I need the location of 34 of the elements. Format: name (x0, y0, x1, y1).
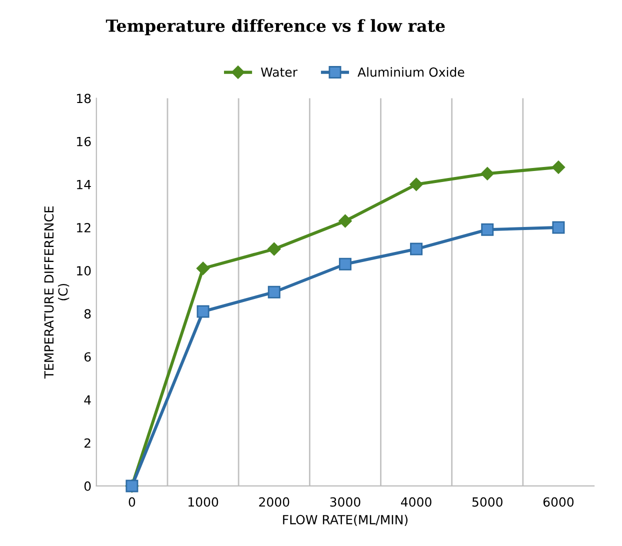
point (552, 160, 566, 174)
y-tick-label: 10 (77, 266, 91, 276)
x-axis-title: FLOW RATE(ML/MIN) (283, 514, 408, 526)
chart-title: Temperature difference vs f low rate (106, 19, 445, 36)
point (196, 262, 210, 276)
x-tick-label: 2000 (259, 497, 290, 507)
point (196, 305, 210, 318)
y-tick-label: 6 (84, 352, 91, 362)
y-tick-label: 4 (84, 395, 91, 405)
legend-label: Water (260, 68, 298, 77)
point (268, 286, 280, 298)
point (268, 242, 281, 256)
point (552, 221, 565, 234)
x-tick-label: 5000 (472, 497, 502, 507)
point (481, 223, 494, 236)
y-tick-label: 16 (77, 136, 91, 146)
y-tick-label: 14 (77, 180, 91, 190)
point (410, 178, 423, 192)
x-tick-label: 0 (128, 497, 136, 507)
y-tick-label: 8 (84, 309, 91, 319)
x-tick-label: 4000 (401, 497, 432, 507)
x-tick-label: 3000 (330, 497, 360, 507)
point (480, 167, 494, 180)
y-tick-label: 12 (77, 222, 90, 232)
point (410, 242, 423, 256)
y-axis-title: TEMPERATURE DIFFERENCE (C) (44, 206, 70, 379)
y-tick-label: 18 (77, 94, 91, 104)
y-tick-label: 2 (84, 438, 90, 448)
legend-label: Aluminium Oxide (358, 67, 464, 77)
x-tick-label: 1000 (188, 497, 218, 507)
x-tick-label: 6000 (543, 497, 574, 507)
y-tick-label: 0 (84, 481, 91, 491)
point (338, 258, 352, 270)
point (338, 214, 352, 228)
